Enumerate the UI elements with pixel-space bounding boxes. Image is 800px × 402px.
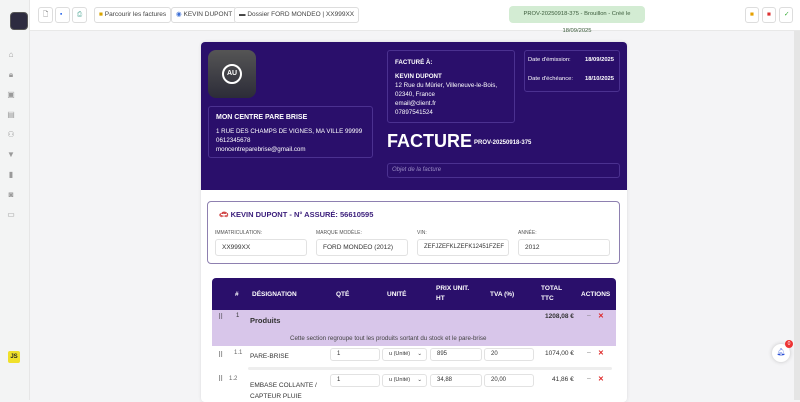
toolbar: 🗋 ▪ ⎙ ■ Parcourir les factures ◉ KEVIN D… (30, 0, 800, 34)
delete-button[interactable]: ✕ (598, 350, 604, 357)
save-button[interactable]: ▪ (55, 7, 70, 23)
new-document-button[interactable]: 🗋 (38, 7, 53, 23)
chevron-down-icon: ⌄ (417, 377, 422, 383)
filter-icon[interactable]: ▼ (7, 150, 15, 159)
company-info: MON CENTRE PARE BRISE 1 RUE DES CHAMPS D… (208, 106, 373, 158)
sidebar: ⌂ 🔒︎ ▣ ▤ ⚇ ▼ ▮ ◙ ▭ JS (0, 0, 30, 400)
validate-button[interactable]: ✓ (779, 7, 793, 23)
vehicle-card: 🚗︎ KEVIN DUPONT - N° ASSURÉ: 56610595 IM… (207, 201, 620, 264)
section-row: ⠿ 1 Produits 1208,08 € – ✕ Cette section… (212, 310, 616, 346)
table-header: # DÉSIGNATION QTÉ UNITÉ PRIX UNIT. HT TVA… (212, 278, 616, 310)
table-row: ⠿ 1.2 EMBASE COLLANTE / CAPTEUR PLUIE 1 u… (212, 372, 616, 402)
company-logo: AU (208, 50, 256, 98)
drag-handle-icon[interactable]: ⠿ (218, 376, 223, 383)
document-icon[interactable]: ▤ (7, 110, 15, 119)
qty-input[interactable]: 1 (330, 374, 380, 387)
drag-handle-icon[interactable]: ⠿ (218, 314, 223, 321)
notification-count: 0 (785, 340, 793, 348)
qty-input[interactable]: 1 (330, 348, 380, 361)
home-icon[interactable]: ⌂ (8, 50, 14, 59)
delete-button[interactable]: ✕ (598, 313, 604, 320)
invoice-title: FACTURE (387, 131, 472, 151)
invoice-card: AU MON CENTRE PARE BRISE 1 RUE DES CHAMP… (201, 42, 627, 402)
model-field[interactable]: FORD MONDEO (2012) (316, 239, 408, 256)
tva-input[interactable]: 20,00 (484, 374, 534, 387)
client-button[interactable]: ◉ KEVIN DUPONT (171, 7, 238, 23)
collapse-button[interactable]: – (587, 349, 591, 356)
delete-button[interactable]: ✕ (598, 376, 604, 383)
car-icon: 🚗︎ (219, 210, 231, 219)
notification-button[interactable]: 🔔︎ 0 (772, 340, 793, 362)
invoice-header: AU MON CENTRE PARE BRISE 1 RUE DES CHAMP… (201, 42, 627, 190)
items-table: # DÉSIGNATION QTÉ UNITÉ PRIX UNIT. HT TVA… (212, 278, 616, 402)
status-badge: PROV-20250918-375 - Brouillon - Créé le … (509, 6, 645, 34)
drag-handle-icon[interactable]: ⠿ (218, 352, 223, 359)
price-input[interactable]: 895 (430, 348, 482, 361)
plate-field[interactable]: XX999XX (215, 239, 307, 256)
unit-select[interactable]: u (Unité) ⌄ (382, 348, 427, 361)
inbox-tray-icon[interactable]: ▭ (7, 210, 15, 219)
year-field[interactable]: 2012 (518, 239, 610, 256)
dossier-button[interactable]: ▬ Dossier FORD MONDEO | XX999XX (234, 7, 360, 23)
inbox-icon[interactable]: ▣ (7, 90, 15, 99)
print-button[interactable]: ⎙ (72, 7, 87, 23)
invoice-number: PROV-20250918-375 (474, 140, 532, 146)
book-icon[interactable]: ▮ (8, 170, 14, 179)
export-button[interactable]: ■ (745, 7, 759, 23)
vin-field[interactable]: ZEFJZEFKLZEFK12451FZEF (417, 239, 509, 256)
user-badge[interactable]: JS (8, 351, 20, 363)
billed-to: FACTURÉ À: KEVIN DUPONT 12 Rue du Mûrier… (387, 50, 515, 123)
lock-icon[interactable]: 🔒︎ (8, 70, 14, 79)
scrollbar[interactable] (794, 31, 800, 400)
table-row: ⠿ 1.1 PARE-BRISE 1 u (Unité) ⌄ 895 20 107… (212, 346, 616, 372)
tva-input[interactable]: 20 (484, 348, 534, 361)
collapse-button[interactable]: – (587, 312, 591, 319)
unit-select[interactable]: u (Unité) ⌄ (382, 374, 427, 387)
folder-icon: ■ (99, 11, 105, 18)
chevron-down-icon: ⌄ (417, 351, 422, 357)
users-icon[interactable]: ⚇ (7, 130, 15, 139)
user-icon: ◉ (176, 11, 184, 18)
invoice-object-input[interactable]: Objet de la facture (387, 163, 620, 178)
car-icon: ▬ (239, 11, 248, 18)
dates: Date d'émission: 18/09/2025 Date d'échéa… (524, 50, 620, 92)
collapse-button[interactable]: – (587, 375, 591, 382)
browse-invoices-button[interactable]: ■ Parcourir les factures (94, 7, 172, 23)
clipboard-icon[interactable]: ◙ (8, 190, 14, 199)
app-logo[interactable] (10, 12, 28, 30)
pdf-button[interactable]: ■ (762, 7, 776, 23)
vehicle-title: KEVIN DUPONT - N° ASSURÉ: 56610595 (230, 210, 374, 219)
price-input[interactable]: 34,88 (430, 374, 482, 387)
